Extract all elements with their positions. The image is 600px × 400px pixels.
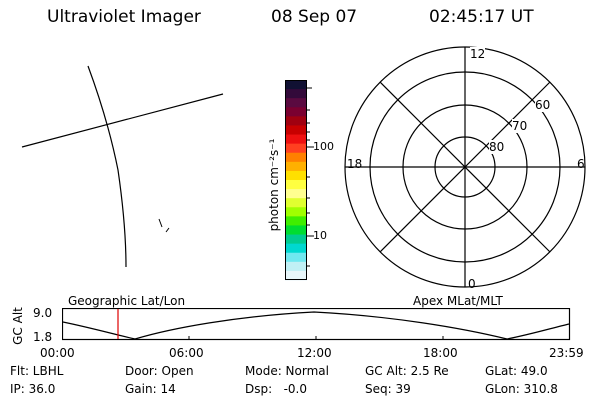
altitude-curve — [62, 311, 570, 340]
timeline-left-label: Geographic Lat/Lon — [68, 294, 186, 308]
colorbar-band — [285, 180, 307, 190]
colorbar-band — [285, 134, 307, 145]
time-label: 02:45:17 UT — [429, 7, 534, 27]
timeline-xtick-0600: 06:00 — [169, 346, 204, 360]
info-flt: Flt: LBHL — [10, 364, 64, 378]
colorbar-band — [285, 116, 307, 126]
colorbar-tick-100: 100 — [313, 140, 334, 153]
info-glon: GLon: 310.8 — [485, 382, 558, 396]
colorbar-band — [285, 207, 307, 217]
info-ip: IP: 36.0 — [10, 382, 56, 396]
colorbar-unit-label: photon cm⁻²s⁻¹ — [267, 138, 281, 232]
timeline-ytick-1-8: 1.8 — [33, 330, 53, 344]
polar-diagonal-2 — [379, 81, 551, 253]
colorbar-band — [285, 234, 307, 245]
instrument-title: Ultraviolet Imager — [47, 7, 201, 27]
colorbar-band — [285, 107, 307, 117]
colorbar-band — [285, 243, 307, 254]
info-dsp: Dsp: -0.0 — [245, 382, 308, 396]
timeline-plot — [62, 308, 571, 341]
colorbar-band — [285, 216, 307, 226]
colorbar-tick-10: 10 — [313, 229, 327, 242]
mlt-label-6: 6 — [577, 157, 585, 171]
timeline-axis-title: GC Alt — [11, 307, 25, 345]
mlat-label-60: 60 — [535, 98, 551, 112]
mlt-label-0: 0 — [468, 277, 476, 291]
map-gridline-diagonal — [21, 93, 224, 148]
timeline-xtick-2359: 23:59 — [549, 346, 584, 360]
colorbar-band — [285, 170, 307, 181]
mlat-label-70: 70 — [512, 119, 528, 133]
timeline-xtick-0000: 00:00 — [40, 346, 75, 360]
mlt-label-18: 18 — [347, 157, 363, 171]
timeline-xtick-1200: 12:00 — [297, 346, 332, 360]
info-seq: Seq: 39 — [365, 382, 411, 396]
info-glat: GLat: 49.0 — [485, 364, 548, 378]
colorbar-band — [285, 161, 307, 172]
colorbar-band — [285, 189, 307, 199]
date-label: 08 Sep 07 — [271, 7, 358, 27]
colorbar-band — [285, 98, 307, 108]
colorbar-band — [285, 225, 307, 236]
colorbar-band — [285, 252, 307, 263]
colorbar-band — [285, 152, 307, 163]
colorbar-band — [285, 270, 307, 281]
colorbar-band — [285, 198, 307, 208]
timeline-xtick-1800: 18:00 — [423, 346, 458, 360]
colorbar-band — [285, 89, 307, 99]
colorbar-ticks — [307, 87, 314, 267]
timeline-ytick-9: 9.0 — [33, 306, 53, 320]
colorbar-band — [285, 261, 307, 272]
colorbar-band — [285, 143, 307, 154]
timeline-right-label: Apex MLat/MLT — [413, 294, 503, 308]
colorbar-band — [285, 125, 307, 136]
info-gain: Gain: 14 — [125, 382, 176, 396]
colorbar-scale — [285, 80, 314, 281]
mlt-label-12: 12 — [470, 47, 486, 61]
polar-plot — [344, 46, 586, 288]
mlat-label-80: 80 — [489, 140, 505, 154]
map-coastline-fragment — [158, 218, 170, 233]
info-door: Door: Open — [125, 364, 194, 378]
colorbar — [285, 80, 314, 281]
colorbar-band — [285, 80, 307, 90]
info-mode: Mode: Normal — [245, 364, 329, 378]
map-gridline-curved — [87, 65, 127, 268]
info-gcalt: GC Alt: 2.5 Re — [365, 364, 449, 378]
